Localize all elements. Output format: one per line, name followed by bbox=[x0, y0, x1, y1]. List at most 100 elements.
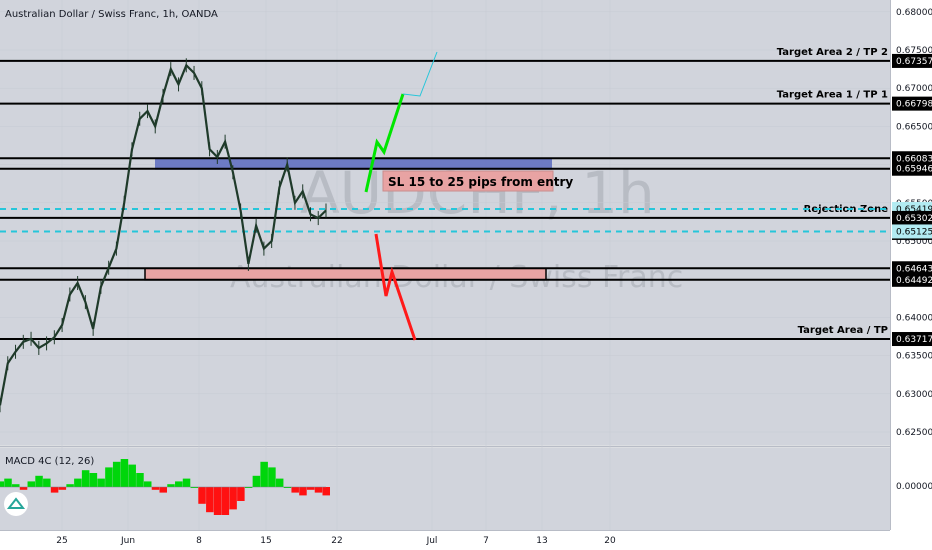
macd-bar bbox=[291, 487, 299, 493]
level-label: Target Area 1 / TP 1 bbox=[777, 90, 888, 101]
macd-bar bbox=[275, 478, 284, 487]
bullish-projection-extension bbox=[402, 51, 438, 97]
macd-bar bbox=[244, 487, 253, 488]
logo-mark bbox=[6, 497, 26, 509]
macd-bar bbox=[299, 487, 307, 496]
macd-bar bbox=[229, 487, 237, 510]
y-tick-label: 0.64000 bbox=[896, 313, 932, 323]
macd-histogram bbox=[0, 459, 330, 515]
macd-bar bbox=[198, 487, 206, 504]
macd-bar bbox=[81, 470, 90, 487]
tradingview-logo[interactable] bbox=[4, 492, 28, 516]
price-tag: 0.64492 bbox=[892, 272, 932, 287]
macd-bar bbox=[268, 467, 276, 487]
sl-annotation-box bbox=[382, 170, 554, 192]
macd-bar bbox=[167, 484, 175, 487]
sl-annotation[interactable]: SL 15 to 25 pips from entry bbox=[382, 170, 573, 192]
macd-bar bbox=[27, 481, 36, 487]
x-tick-label: 15 bbox=[260, 536, 271, 546]
macd-bar bbox=[120, 459, 129, 487]
price-tag: 0.65946 bbox=[892, 161, 932, 176]
macd-bar bbox=[105, 467, 113, 487]
y-tick-label: 0.66500 bbox=[896, 122, 932, 132]
supply-zone-blue bbox=[155, 158, 552, 170]
projection-arrows bbox=[364, 51, 438, 341]
price-tag-bg bbox=[892, 224, 932, 239]
x-tick-label: Jun bbox=[120, 536, 135, 546]
price-tag-bg bbox=[892, 261, 932, 276]
logo-icon bbox=[4, 492, 28, 516]
macd-bar bbox=[66, 484, 74, 487]
x-tick-label: 7 bbox=[483, 536, 489, 546]
price-tag-label: 0.65125 bbox=[896, 227, 932, 237]
macd-bar bbox=[175, 481, 183, 487]
macd-bar bbox=[50, 487, 59, 493]
macd-bar bbox=[97, 478, 105, 487]
macd-bar bbox=[182, 478, 191, 487]
y-tick-label: 0.62500 bbox=[896, 428, 932, 438]
watermark-ticker: AUDCHF, 1h bbox=[300, 159, 655, 227]
macd-bar bbox=[190, 487, 199, 488]
time-axis-bg[interactable] bbox=[0, 530, 932, 550]
price-tag: 0.65302 bbox=[892, 210, 932, 225]
macd-bar bbox=[314, 487, 323, 493]
macd-bar bbox=[43, 478, 51, 487]
price-tag: 0.67357 bbox=[892, 53, 932, 68]
price-tag-label: 0.63717 bbox=[896, 335, 932, 345]
x-tick-label: 13 bbox=[536, 536, 547, 546]
macd-bar bbox=[4, 478, 12, 487]
macd-bar bbox=[19, 487, 28, 490]
macd-bar bbox=[159, 487, 167, 493]
y-tick-label: 0.63000 bbox=[896, 390, 932, 400]
macd-zero-label: 0.00000 bbox=[896, 482, 932, 492]
price-tag-bg bbox=[892, 272, 932, 287]
price-tag: 0.64643 bbox=[892, 261, 932, 276]
price-series bbox=[0, 58, 327, 413]
bullish-projection bbox=[364, 93, 405, 193]
price-pane[interactable] bbox=[0, 0, 890, 445]
price-tag-label: 0.67357 bbox=[896, 57, 932, 67]
macd-bar bbox=[89, 473, 98, 487]
price-tag: 0.65125 bbox=[892, 224, 932, 239]
price-tag-label: 0.65419 bbox=[896, 205, 932, 215]
macd-bar bbox=[306, 487, 315, 490]
macd-bar bbox=[136, 473, 144, 487]
price-tag-label: 0.64643 bbox=[896, 264, 932, 274]
x-tick-label: Jul bbox=[426, 536, 438, 546]
x-tick-label: 25 bbox=[56, 536, 67, 546]
price-tag-label: 0.64492 bbox=[896, 276, 932, 286]
macd-bar bbox=[0, 481, 4, 487]
demand-zone-pink bbox=[144, 267, 547, 281]
price-tag-label: 0.66798 bbox=[896, 100, 932, 110]
level-label: Rejection Zone bbox=[804, 204, 889, 215]
macd-bar bbox=[74, 478, 82, 487]
level-label: Target Area 2 / TP 2 bbox=[777, 47, 888, 58]
time-axis[interactable]: 25 Jun 8 15 22 Jul 7 13 20 bbox=[56, 536, 616, 546]
macd-bar bbox=[221, 487, 230, 515]
macd-bar bbox=[252, 475, 261, 487]
macd-bar bbox=[128, 464, 136, 487]
macd-pane[interactable] bbox=[0, 448, 890, 530]
x-tick-label: 8 bbox=[196, 536, 202, 546]
macd-bar bbox=[322, 487, 330, 496]
price-tag-bg bbox=[892, 161, 932, 176]
bearish-projection bbox=[374, 233, 417, 341]
y-tick-label: 0.67500 bbox=[896, 46, 932, 56]
price-tag-label: 0.65302 bbox=[896, 214, 932, 224]
price-tag-bg bbox=[892, 332, 932, 347]
macd-bar bbox=[260, 461, 268, 487]
y-tick-label: 0.65000 bbox=[896, 237, 932, 247]
price-tag-bg bbox=[892, 210, 932, 225]
symbol-title: Australian Dollar / Swiss Franc, 1h, OAN… bbox=[5, 9, 218, 20]
price-tag: 0.66798 bbox=[892, 96, 932, 111]
y-tick-label: 0.63500 bbox=[896, 352, 932, 362]
macd-bar bbox=[151, 487, 160, 490]
level-label: Target Area / TP bbox=[798, 325, 888, 336]
price-tag-bg bbox=[892, 96, 932, 111]
y-tick-label: 0.67000 bbox=[896, 84, 932, 94]
y-tick-label: 0.68000 bbox=[896, 8, 932, 18]
macd-bar bbox=[143, 481, 152, 487]
sl-annotation-text: SL 15 to 25 pips from entry bbox=[388, 175, 573, 189]
